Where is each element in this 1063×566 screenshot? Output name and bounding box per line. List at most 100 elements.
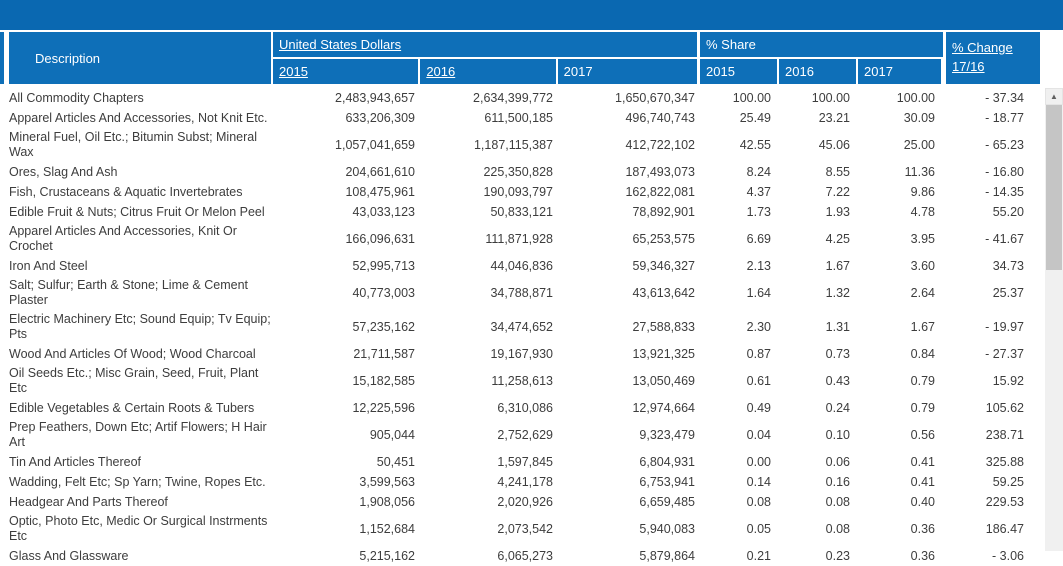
cell-share-2017: 3.60	[910, 258, 935, 273]
column-header-share-2017: 2017	[858, 59, 941, 84]
cell-percent-change: - 16.80	[985, 164, 1024, 179]
cell-usd-2016: 111,871,928	[485, 231, 553, 246]
table-row: Prep Feathers, Down Etc; Artif Flowers; …	[0, 418, 1045, 452]
table-body: All Commodity Chapters 2,483,943,657 2,6…	[0, 88, 1045, 566]
cell-share-2015: 0.14	[746, 474, 771, 489]
cell-description: Wood And Articles Of Wood; Wood Charcoal	[9, 346, 256, 361]
usd-group-link[interactable]: United States Dollars	[279, 37, 402, 52]
cell-share-2015: 2.30	[746, 319, 771, 334]
description-header-label: Description	[35, 50, 101, 66]
table-row: Wadding, Felt Etc; Sp Yarn; Twine, Ropes…	[0, 472, 1045, 492]
cell-share-2016: 0.06	[825, 454, 850, 469]
cell-usd-2017: 412,722,102	[625, 137, 695, 152]
cell-share-2015: 1.73	[746, 204, 771, 219]
column-header-percent-change[interactable]: % Change 17/16	[946, 32, 1040, 84]
cell-share-2016: 0.10	[825, 427, 850, 442]
cell-share-2015: 0.04	[746, 427, 771, 442]
cell-description: Oil Seeds Etc.; Misc Grain, Seed, Fruit,…	[9, 366, 259, 395]
cell-share-2016: 0.08	[825, 494, 850, 509]
cell-share-2016: 0.16	[825, 474, 850, 489]
cell-usd-2015: 2,483,943,657	[335, 90, 415, 105]
vertical-scrollbar[interactable]: ▲	[1045, 88, 1063, 551]
cell-usd-2016: 34,788,871	[490, 285, 553, 300]
cell-usd-2016: 34,474,652	[490, 319, 553, 334]
cell-usd-2017: 65,253,575	[632, 231, 695, 246]
cell-usd-2016: 2,752,629	[497, 427, 553, 442]
cell-description: Tin And Articles Thereof	[9, 454, 142, 469]
cell-usd-2017: 162,822,081	[625, 184, 695, 199]
cell-description: Iron And Steel	[9, 258, 88, 273]
cell-share-2016: 0.24	[825, 400, 850, 415]
cell-share-2017: 0.84	[910, 346, 935, 361]
cell-share-2015: 100.00	[732, 90, 771, 105]
cell-usd-2017: 13,050,469	[632, 373, 695, 388]
cell-share-2015: 1.64	[746, 285, 771, 300]
table-row: Electric Machinery Etc; Sound Equip; Tv …	[0, 310, 1045, 344]
usd-group-header[interactable]: United States Dollars	[273, 32, 697, 57]
cell-usd-2015: 43,033,123	[352, 204, 415, 219]
cell-usd-2015: 166,096,631	[345, 231, 415, 246]
column-header-usd-2015[interactable]: 2015	[273, 59, 419, 84]
cell-percent-change: 238.71	[985, 427, 1024, 442]
cell-usd-2015: 52,995,713	[352, 258, 415, 273]
cell-share-2015: 0.21	[746, 548, 771, 563]
cell-percent-change: - 14.35	[985, 184, 1024, 199]
cell-usd-2017: 1,650,670,347	[615, 90, 695, 105]
cell-share-2015: 0.00	[746, 454, 771, 469]
cell-share-2016: 23.21	[818, 110, 850, 125]
usd-2016-link[interactable]: 2016	[426, 64, 456, 79]
cell-share-2017: 0.41	[910, 454, 935, 469]
cell-description: Salt; Sulfur; Earth & Stone; Lime & Ceme…	[9, 278, 249, 307]
cell-share-2016: 45.06	[818, 137, 850, 152]
cell-usd-2016: 190,093,797	[483, 184, 553, 199]
cell-share-2016: 0.23	[825, 548, 850, 563]
cell-percent-change: - 37.34	[985, 90, 1024, 105]
percent-change-link[interactable]: % Change 17/16	[952, 40, 1013, 74]
cell-description: Headgear And Parts Thereof	[9, 494, 168, 509]
cell-share-2017: 4.78	[910, 204, 935, 219]
table-row: Edible Vegetables & Certain Roots & Tube…	[0, 398, 1045, 418]
cell-percent-change: 34.73	[992, 258, 1024, 273]
cell-usd-2017: 78,892,901	[632, 204, 695, 219]
cell-usd-2015: 108,475,961	[345, 184, 415, 199]
cell-share-2017: 0.40	[910, 494, 935, 509]
share-2016-label: 2016	[785, 64, 814, 79]
cell-share-2015: 2.13	[746, 258, 771, 273]
share-2017-label: 2017	[864, 64, 893, 79]
scrollbar-thumb[interactable]	[1046, 105, 1062, 270]
usd-2015-link[interactable]: 2015	[279, 64, 308, 79]
cell-share-2015: 42.55	[739, 137, 771, 152]
scrollbar-up-button[interactable]: ▲	[1045, 88, 1063, 105]
cell-usd-2015: 57,235,162	[352, 319, 415, 334]
column-header-usd-2016[interactable]: 2016	[420, 59, 556, 84]
share-group-label: % Share	[706, 37, 756, 52]
cell-percent-change: 25.37	[992, 285, 1024, 300]
cell-usd-2015: 1,152,684	[359, 521, 415, 536]
cell-share-2017: 3.95	[910, 231, 935, 246]
cell-usd-2015: 12,225,596	[352, 400, 415, 415]
column-header-description: Description	[9, 32, 271, 84]
table-row: Ores, Slag And Ash 204,661,610 225,350,8…	[0, 162, 1045, 182]
cell-share-2016: 1.32	[825, 285, 850, 300]
cell-share-2017: 11.36	[904, 164, 935, 179]
scroll-up-arrow-icon: ▲	[1050, 92, 1058, 101]
cell-share-2017: 0.36	[910, 521, 935, 536]
cell-share-2017: 100.00	[896, 90, 935, 105]
cell-usd-2016: 225,350,828	[483, 164, 553, 179]
cell-share-2015: 0.49	[746, 400, 771, 415]
cell-usd-2017: 59,346,327	[632, 258, 695, 273]
cell-percent-change: - 18.77	[985, 110, 1024, 125]
column-header-share-2016: 2016	[779, 59, 856, 84]
cell-description: All Commodity Chapters	[9, 90, 144, 105]
cell-usd-2015: 15,182,585	[352, 373, 415, 388]
cell-description: Edible Vegetables & Certain Roots & Tube…	[9, 400, 255, 415]
cell-percent-change: 15.92	[992, 373, 1024, 388]
cell-share-2015: 6.69	[746, 231, 771, 246]
column-header-share-2015: 2015	[700, 59, 777, 84]
cell-usd-2015: 50,451	[376, 454, 415, 469]
cell-usd-2017: 43,613,642	[632, 285, 695, 300]
cell-description: Prep Feathers, Down Etc; Artif Flowers; …	[9, 420, 267, 449]
table-row: Apparel Articles And Accessories, Not Kn…	[0, 108, 1045, 128]
cell-share-2017: 30.09	[903, 110, 935, 125]
cell-usd-2017: 27,588,833	[632, 319, 695, 334]
